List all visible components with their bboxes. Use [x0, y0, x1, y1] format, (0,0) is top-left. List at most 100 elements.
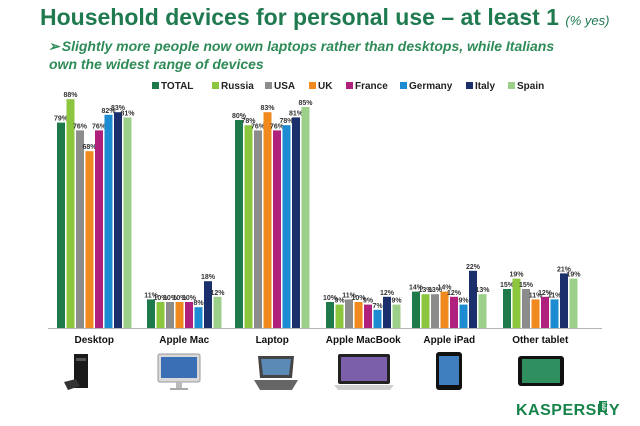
legend-label-russia: Russia: [221, 81, 254, 92]
bar-desktop-russia: [66, 99, 75, 328]
legend-label-france: France: [355, 81, 388, 92]
legend-label-italy: Italy: [475, 81, 495, 92]
bar-laptop-usa: [254, 130, 262, 328]
tablet-icon: [518, 356, 564, 386]
bar-apple-mac-total: [147, 299, 155, 328]
bar-other-tablet-spain: [569, 278, 578, 328]
bar-apple-mac-spain: [213, 296, 222, 328]
subtitle-line-1: Slightly more people now own laptops rat…: [61, 38, 555, 54]
bar-apple-ipad-italy: [469, 270, 477, 328]
legend-swatch-usa: [265, 82, 272, 89]
bar-apple-macbook-italy: [383, 296, 391, 328]
data-label: 13%: [418, 287, 433, 294]
bar-apple-mac-germany: [194, 307, 203, 328]
data-label: 11%: [548, 292, 562, 299]
kaspersky-logo: KASPERSKY: [516, 402, 621, 419]
data-label: 9%: [458, 298, 469, 305]
bar-apple-macbook-uk: [354, 302, 363, 328]
bar-other-tablet-italy: [560, 273, 568, 328]
legend-swatch-germany: [400, 82, 407, 89]
data-label: 21%: [557, 266, 572, 273]
data-label: 88%: [63, 92, 78, 99]
data-label: 12%: [380, 290, 395, 297]
category-label-apple-ipad: Apple iPad: [423, 335, 475, 346]
legend-label-usa: USA: [274, 81, 295, 92]
chart-title: Household devices for personal use – at …: [40, 4, 609, 31]
bar-apple-macbook-russia: [335, 304, 344, 328]
bar-apple-mac-uk: [175, 302, 184, 328]
bar-apple-ipad-germany: [459, 304, 468, 328]
bar-laptop-total: [235, 120, 243, 328]
bar-desktop-france: [95, 130, 103, 328]
category-label-apple-macbook: Apple MacBook: [326, 335, 401, 346]
data-label: 76%: [92, 123, 107, 130]
bar-desktop-germany: [104, 114, 113, 328]
title-note: (% yes): [565, 13, 610, 28]
bar-apple-ipad-usa: [431, 294, 439, 328]
bar-apple-ipad-total: [412, 291, 420, 328]
bar-other-tablet-uk: [531, 299, 540, 328]
bar-apple-macbook-germany: [373, 309, 382, 328]
bar-apple-macbook-total: [326, 302, 334, 328]
legend-label-total: TOTAL: [161, 81, 193, 92]
data-label: 76%: [270, 123, 285, 130]
data-label: 15%: [500, 282, 515, 289]
legend-label-germany: Germany: [409, 81, 453, 92]
data-label: 10%: [323, 295, 338, 302]
data-label: 12%: [210, 290, 225, 297]
data-label: 76%: [251, 123, 266, 130]
kaspersky-lab-tag: lab: [599, 401, 607, 412]
bar-apple-ipad-russia: [421, 294, 430, 328]
legend: TOTAL Russia USA UK France Germany Italy Spain: [152, 81, 544, 92]
imac-icon: [157, 353, 201, 390]
data-label: 15%: [519, 282, 534, 289]
bar-other-tablet-france: [541, 296, 549, 328]
title-text: Household devices for personal use – at …: [40, 4, 559, 30]
bar-laptop-germany: [282, 125, 291, 328]
data-label: 11%: [144, 292, 158, 299]
data-label: 19%: [509, 272, 524, 279]
data-label: 9%: [334, 298, 345, 305]
data-label: 11%: [529, 292, 543, 299]
legend-label-uk: UK: [318, 81, 333, 92]
data-label: 18%: [201, 274, 216, 281]
category-label-laptop: Laptop: [256, 335, 289, 346]
category-label-other-tablet: Other tablet: [512, 335, 569, 346]
bar-apple-macbook-france: [364, 304, 372, 328]
data-label: 9%: [363, 298, 374, 305]
laptop-icon: [254, 356, 298, 390]
bar-apple-macbook-spain: [392, 304, 401, 328]
bar-other-tablet-germany: [550, 299, 559, 328]
data-label: 80%: [232, 113, 247, 120]
bar-desktop-italy: [114, 112, 122, 328]
bar-apple-mac-usa: [166, 302, 174, 328]
data-label: 79%: [54, 116, 69, 123]
bar-laptop-italy: [292, 117, 300, 329]
subtitle: ➢ Slightly more people now own laptops ra…: [48, 37, 628, 73]
bar-laptop-spain: [301, 107, 310, 328]
data-label: 76%: [73, 123, 88, 130]
legend-swatch-total: [152, 82, 159, 89]
data-label: 14%: [409, 285, 424, 292]
bar-apple-ipad-uk: [440, 291, 449, 328]
bar-desktop-spain: [123, 117, 132, 329]
data-label: 81%: [120, 110, 135, 117]
data-label: 10%: [153, 295, 168, 302]
bar-laptop-france: [273, 130, 281, 328]
data-label: 13%: [475, 287, 490, 294]
data-label: 11%: [342, 292, 356, 299]
data-label: 13%: [428, 287, 443, 294]
bar-apple-macbook-usa: [345, 299, 353, 328]
legend-swatch-uk: [309, 82, 316, 89]
legend-swatch-spain: [508, 82, 515, 89]
legend-label-spain: Spain: [517, 81, 544, 92]
data-label: 85%: [298, 100, 313, 107]
data-label: 83%: [260, 105, 275, 112]
data-label: 19%: [566, 272, 581, 279]
data-label: 81%: [289, 110, 304, 117]
data-label: 12%: [447, 290, 462, 297]
bar-laptop-uk: [263, 112, 272, 328]
bar-apple-mac-france: [185, 302, 193, 328]
bar-desktop-uk: [85, 151, 94, 328]
